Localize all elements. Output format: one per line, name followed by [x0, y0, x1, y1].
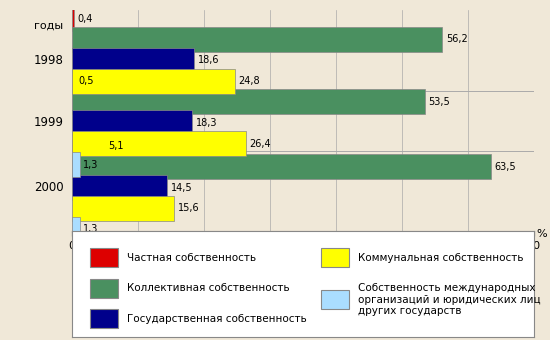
- Text: 63,5: 63,5: [494, 162, 515, 172]
- Bar: [90, 279, 118, 298]
- Bar: [72, 110, 192, 135]
- Text: Частная собственность: Частная собственность: [127, 253, 256, 262]
- Bar: [72, 48, 194, 73]
- Text: 15,6: 15,6: [178, 203, 200, 214]
- Text: 18,6: 18,6: [197, 55, 219, 65]
- Text: 24,8: 24,8: [239, 76, 260, 86]
- Bar: [72, 89, 425, 115]
- Text: 18,3: 18,3: [196, 118, 217, 128]
- Text: 0,4: 0,4: [78, 14, 93, 23]
- Text: 2000: 2000: [34, 181, 64, 194]
- Bar: [72, 69, 75, 94]
- Text: годы: годы: [35, 21, 64, 31]
- Text: 56,2: 56,2: [446, 34, 468, 45]
- Bar: [72, 175, 167, 200]
- Text: 53,5: 53,5: [428, 97, 450, 107]
- Bar: [321, 248, 349, 267]
- Text: Государственная собственность: Государственная собственность: [127, 314, 307, 324]
- Bar: [72, 69, 235, 94]
- Bar: [72, 196, 174, 221]
- Text: 0,5: 0,5: [78, 76, 94, 86]
- Text: 1999: 1999: [34, 116, 64, 129]
- Text: 1,3: 1,3: [84, 224, 99, 234]
- Bar: [90, 309, 118, 328]
- Text: 1,3: 1,3: [84, 159, 99, 170]
- Bar: [72, 6, 74, 31]
- Bar: [72, 131, 246, 156]
- Text: 14,5: 14,5: [170, 183, 192, 192]
- Bar: [72, 27, 442, 52]
- Text: Коммунальная собственность: Коммунальная собственность: [358, 253, 524, 262]
- Text: %: %: [537, 229, 547, 239]
- Text: 26,4: 26,4: [249, 139, 271, 149]
- Bar: [90, 248, 118, 267]
- Bar: [72, 152, 80, 177]
- Bar: [72, 217, 80, 242]
- Text: 5,1: 5,1: [108, 141, 124, 151]
- Bar: [321, 290, 349, 309]
- Text: Собственность международных
организаций и юридических лиц
других государств: Собственность международных организаций …: [358, 283, 541, 316]
- Bar: [72, 154, 491, 179]
- Text: Коллективная собственность: Коллективная собственность: [127, 283, 289, 293]
- Text: 1998: 1998: [34, 54, 64, 67]
- Bar: [72, 133, 105, 158]
